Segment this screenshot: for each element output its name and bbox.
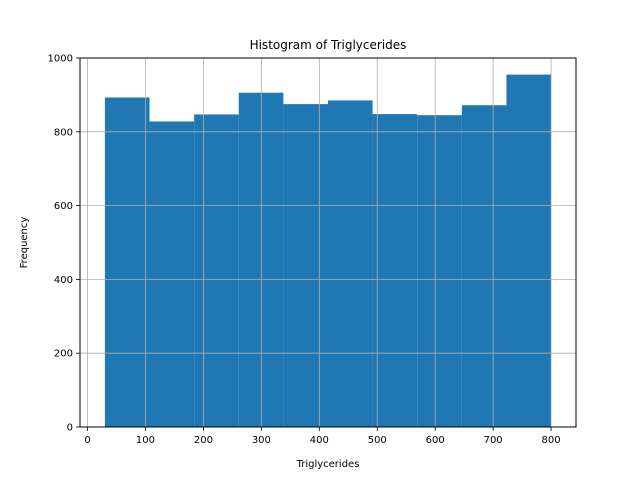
- x-tick-label: 200: [194, 435, 213, 446]
- histogram-bar: [328, 100, 373, 427]
- ticks: 0 100 200 300 400 500 600 700 800 0 200 400 600 800 10…: [48, 54, 561, 447]
- x-tick-label: 400: [310, 435, 329, 446]
- histogram-bar: [372, 114, 418, 427]
- histogram-bar: [461, 105, 507, 428]
- x-tick-label: 300: [252, 435, 271, 446]
- x-tick-label: 800: [542, 435, 561, 446]
- x-axis-label: Triglycerides: [296, 459, 360, 470]
- x-tick-label: 0: [84, 435, 90, 446]
- y-tick-label: 0: [67, 423, 73, 434]
- y-tick-label: 600: [54, 201, 73, 212]
- chart-title: Histogram of Triglycerides: [250, 38, 407, 52]
- x-tick-label: 100: [136, 435, 155, 446]
- plot-frame: [79, 57, 577, 428]
- histogram-bar: [194, 114, 239, 427]
- x-tick-label: 600: [426, 435, 445, 446]
- y-tick-label: 800: [54, 127, 73, 138]
- histogram-bar: [506, 74, 552, 427]
- x-tick-label: 500: [368, 435, 387, 446]
- histogram-bar: [417, 115, 462, 427]
- y-tick-label: 200: [54, 349, 73, 360]
- x-tick-label: 700: [484, 435, 503, 446]
- y-tick-label: 400: [54, 275, 73, 286]
- bars: [104, 74, 552, 428]
- histogram-bar: [104, 97, 150, 427]
- histogram-bar: [149, 121, 195, 427]
- histogram-bar: [283, 104, 328, 427]
- y-axis-label: Frequency: [19, 217, 30, 269]
- grid: [80, 57, 576, 428]
- y-tick-label: 1000: [48, 54, 73, 65]
